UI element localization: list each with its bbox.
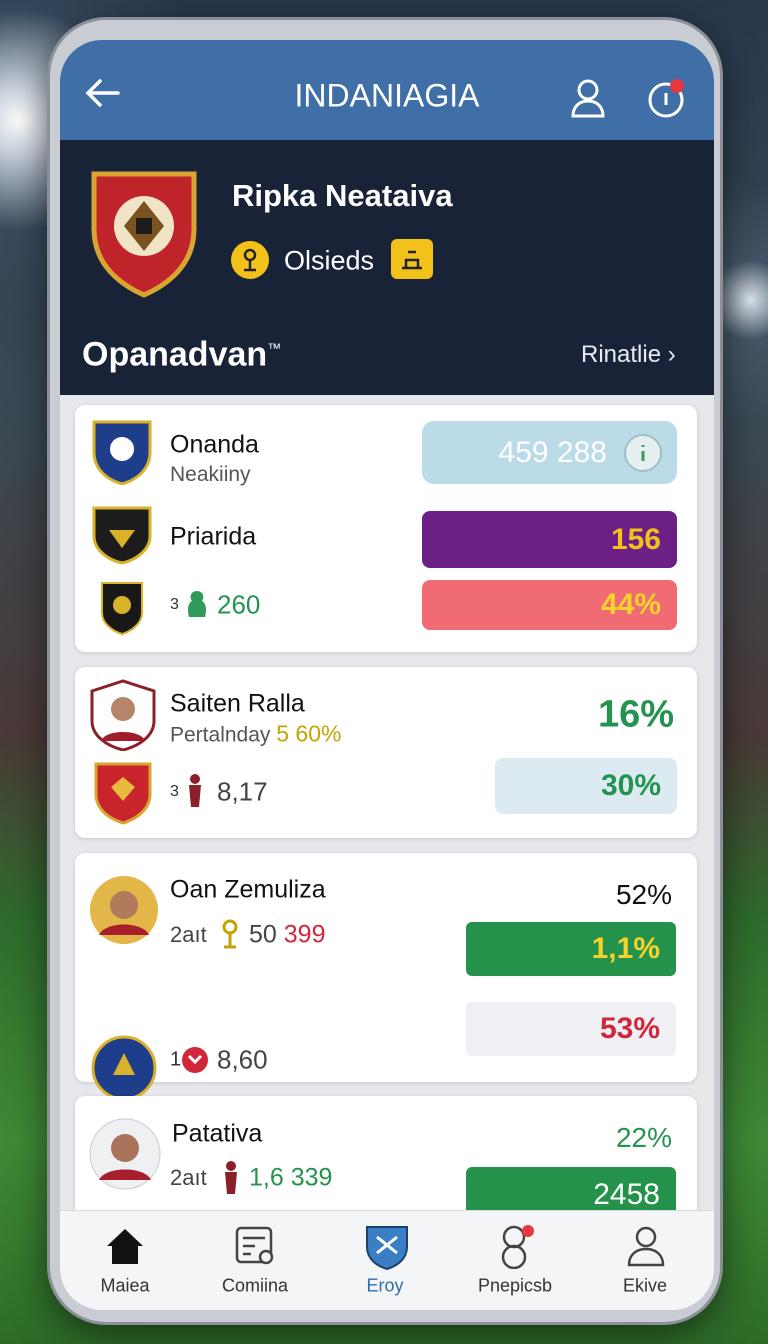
- player-name: Oan Zemuliza: [170, 875, 326, 904]
- team-crest: [91, 171, 197, 298]
- badge-icon: [231, 241, 269, 279]
- stat-value: 1,1%: [591, 932, 660, 965]
- stat-value: 2458: [593, 1178, 660, 1211]
- stat-prefix: 3: [170, 783, 179, 800]
- nav-icon: [107, 1229, 143, 1264]
- stat-bar: 44%: [422, 580, 677, 630]
- player-name: Saiten Ralla: [170, 689, 305, 718]
- stat-value: 260: [217, 589, 261, 620]
- player-avatar: [90, 679, 156, 751]
- club-logo: [92, 420, 152, 485]
- stat-value: 459 288: [498, 435, 607, 469]
- player-sub: 2aıt: [170, 1165, 207, 1190]
- nav-icon: [235, 1226, 274, 1265]
- stat-value: 8,60: [217, 1044, 268, 1075]
- app-title: INDANIAGIA: [294, 77, 480, 114]
- stat-bar: 156: [422, 511, 677, 568]
- player-sub-value: 5 60%: [276, 720, 342, 747]
- see-all-text[interactable]: Rinatlie: [581, 341, 662, 368]
- stat-icon: [189, 774, 201, 807]
- club-name: Onanda: [170, 430, 259, 459]
- stat-bar: 53%: [466, 1002, 676, 1056]
- player-sub-value: 50 399: [249, 921, 325, 950]
- stat-value: 53%: [599, 1012, 660, 1045]
- player-sub: Pertalnday 5 60%: [170, 721, 341, 748]
- nav-label[interactable]: Comiina: [221, 1275, 289, 1296]
- club-sub: Neakiiny: [170, 463, 251, 486]
- club-logo: [92, 506, 152, 565]
- nav-icon: [501, 1225, 534, 1269]
- player-top-value: 22%: [615, 1122, 672, 1153]
- app-bar: INDANIAGIA: [60, 40, 714, 140]
- nav-label[interactable]: Ekive: [622, 1275, 667, 1296]
- nav-item[interactable]: Ekive: [580, 1211, 710, 1310]
- nav-label[interactable]: Pnepicsb: [477, 1275, 553, 1296]
- screen: INDANIAGIA Ripka Neataiva Olsieds Opanad…: [60, 40, 714, 1310]
- nav-item[interactable]: Eroy: [320, 1211, 450, 1310]
- player-card[interactable]: Saiten Ralla Pertalnday 5 60% 16% 3 8,17…: [75, 667, 697, 838]
- stat-bar: 30%: [495, 758, 677, 814]
- nav-icon: [627, 1226, 665, 1267]
- club-logo: [94, 762, 152, 825]
- badge-label: Olsieds: [284, 245, 375, 276]
- section-title: Opanadvan™: [82, 336, 281, 375]
- team-name: Ripka Neataiva: [232, 178, 453, 213]
- stat-icon: [182, 1047, 208, 1073]
- player-sub-value-a: 50: [249, 920, 277, 949]
- nav-item[interactable]: Comiina: [190, 1211, 320, 1310]
- stat-value: 8,17: [217, 776, 268, 807]
- bottom-nav: Maiea Comiina Eroy Pnepicsb Ekive: [60, 1210, 714, 1310]
- stat-value: 30%: [600, 769, 661, 802]
- player-top-value: 52%: [615, 879, 672, 910]
- nav-label[interactable]: Maiea: [100, 1275, 150, 1296]
- player-sub-value-b: 399: [283, 920, 326, 949]
- club-logo: [101, 582, 143, 636]
- profile-button[interactable]: [570, 78, 606, 118]
- stat-icon: [188, 591, 206, 617]
- team-header: Ripka Neataiva Olsieds Opanadvan™ Rinatl…: [60, 140, 714, 395]
- player-card[interactable]: Oan Zemuliza 2aıt 50 399 52% 1,1% 1 8,60…: [75, 853, 697, 1101]
- section-title-text: Opanadvan: [82, 335, 268, 374]
- player-sub-text: Pertalnday: [170, 723, 271, 747]
- player-avatar: [90, 876, 158, 944]
- info-button[interactable]: [623, 433, 663, 473]
- player-name: Patativa: [172, 1119, 263, 1148]
- club-logo: [91, 1035, 157, 1101]
- stat-value: 156: [610, 522, 661, 556]
- stat-prefix: 3: [170, 596, 179, 613]
- badge-icon: [391, 239, 433, 279]
- stat-bar: 1,1%: [466, 922, 676, 976]
- stat-prefix: 1: [170, 1048, 182, 1071]
- player-sub-value: 1,6 339: [249, 1163, 333, 1192]
- player-top-value: 16%: [597, 693, 674, 736]
- nav-icon: [366, 1226, 408, 1271]
- stat-icon: [225, 1161, 237, 1194]
- stat-value: 44%: [600, 588, 661, 621]
- nav-item[interactable]: Pnepicsb: [450, 1211, 580, 1310]
- back-button[interactable]: [84, 78, 120, 108]
- club-name: Priarida: [170, 522, 257, 551]
- stat-bar: 459 288: [422, 421, 677, 484]
- player-avatar: [89, 1118, 161, 1190]
- see-all-link[interactable]: Rinatlie ›: [581, 341, 676, 368]
- notification-button[interactable]: [646, 76, 690, 120]
- match-card[interactable]: Onanda Neakiiny 459 288 Priarida 156 3 2…: [75, 405, 697, 652]
- stat-icon: [222, 919, 238, 949]
- section-title-mark: ™: [267, 340, 282, 357]
- nav-item[interactable]: Maiea: [60, 1211, 190, 1310]
- player-sub: 2aıt: [170, 922, 207, 947]
- nav-label[interactable]: Eroy: [366, 1275, 404, 1296]
